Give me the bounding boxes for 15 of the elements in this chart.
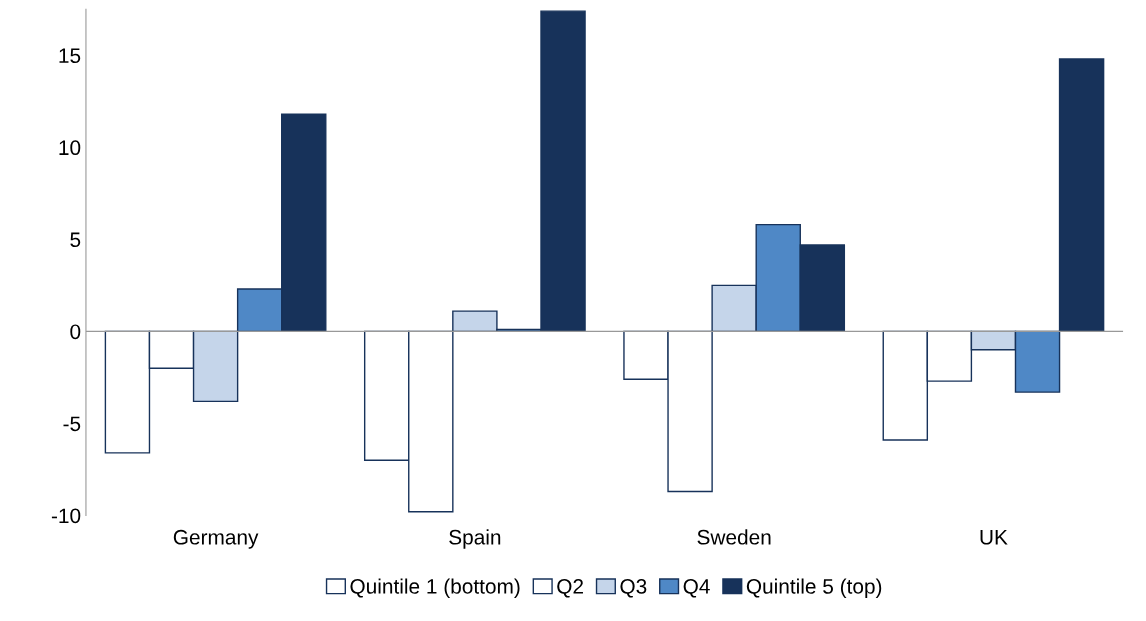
y-tick-label: 0 (70, 324, 81, 340)
y-tick-label: 15 (59, 48, 81, 64)
x-tick-label: UK (980, 530, 1008, 545)
legend-label: Q4 (683, 579, 710, 598)
y-tick-label: 5 (70, 232, 81, 248)
legend-label: Quintile 1 (bottom) (350, 578, 520, 598)
x-tick-label: Germany (173, 529, 259, 549)
x-tick-label: Sweden (697, 529, 771, 545)
x-tick-label: Spain (449, 529, 501, 549)
y-tick-label: -10 (51, 508, 81, 524)
y-tick-label: 10 (59, 140, 81, 156)
legend-label: Q2 (557, 579, 583, 598)
legend-label: Quintile 5 (top) (746, 578, 882, 598)
legend-label: Q3 (620, 579, 647, 598)
y-tick-label: -5 (63, 416, 81, 432)
